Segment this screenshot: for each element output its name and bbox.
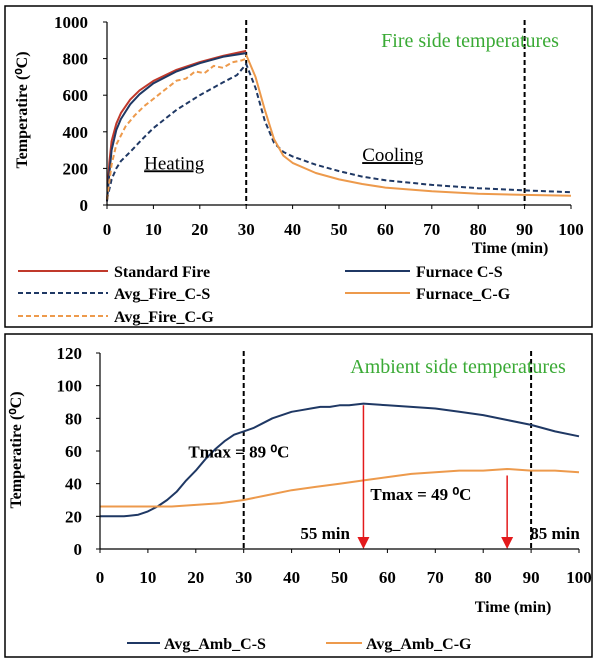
x-tick-label: 30 <box>238 220 255 239</box>
y-tick-label: 120 <box>57 344 83 363</box>
y-tick-label: 0 <box>80 196 89 215</box>
y-tick-label: 0 <box>74 540 83 559</box>
chart-title: Fire side temperatures <box>381 30 559 52</box>
series-line-avg-fire-c-s <box>106 63 572 200</box>
x-tick-label: 50 <box>331 220 348 239</box>
fire-chart-axes <box>103 21 572 209</box>
fire-chart-legend: Standard Fire Furnace C-S Avg_Fire_C-S Furn… <box>18 264 511 326</box>
annotation-text: Tmax = 89 ⁰C <box>188 443 289 462</box>
series-line-furnace-c-g <box>245 54 572 197</box>
x-tick-label: 80 <box>475 568 492 587</box>
legend-label-avg-fire-c-g: Avg_Fire_C-G <box>114 309 214 326</box>
ambient-chart-axes <box>96 352 580 553</box>
y-axis-label: Temperatire (⁰C) <box>8 391 25 508</box>
fire-chart-lines <box>106 20 572 205</box>
y-tick-label: 200 <box>63 159 89 178</box>
x-tick-label: 30 <box>235 568 252 587</box>
y-tick-label: 40 <box>65 475 82 494</box>
y-tick-label: 60 <box>65 442 82 461</box>
panel-frame-ambient <box>4 333 593 658</box>
annotation-text: Heating <box>144 153 205 174</box>
series-line-furnace-c-s <box>106 52 247 202</box>
series-line-standard-fire <box>106 49 247 202</box>
x-tick-label: 0 <box>96 568 105 587</box>
annotation-text: 85 min <box>530 524 580 543</box>
x-tick-label: 100 <box>566 568 592 587</box>
legend-label-avg-fire-c-s: Avg_Fire_C-S <box>114 286 210 303</box>
y-tick-label: 400 <box>63 123 89 142</box>
annotation-text: Tmax = 49 ⁰C <box>370 485 471 504</box>
ambient-chart-legend: Avg_Amb_C-S Avg_Amb_C-G <box>127 636 472 653</box>
annotation-arrowhead <box>501 537 514 549</box>
annotation-arrowhead <box>357 537 370 549</box>
series-line-avg-fire-c-g <box>106 57 247 200</box>
x-tick-label: 20 <box>187 568 204 587</box>
y-tick-label: 600 <box>63 86 89 105</box>
y-tick-label: 20 <box>65 507 82 526</box>
x-tick-label: 20 <box>191 220 208 239</box>
y-tick-label: 80 <box>65 409 82 428</box>
x-tick-label: 100 <box>558 220 584 239</box>
annotation-text: 55 min <box>300 524 350 543</box>
x-axis-label: Time (min) <box>472 240 549 257</box>
series-line-avg-amb-c-g <box>100 468 580 508</box>
x-tick-label: 60 <box>377 220 394 239</box>
x-tick-label: 90 <box>516 220 533 239</box>
y-tick-label: 800 <box>63 50 89 69</box>
x-axis-label: Time (min) <box>475 599 552 616</box>
legend-label-avg-amb-c-s: Avg_Amb_C-S <box>164 636 266 653</box>
x-tick-label: 90 <box>523 568 540 587</box>
y-tick-label: 1000 <box>54 13 88 32</box>
x-tick-label: 40 <box>283 568 300 587</box>
chart-title: Ambient side temperatures <box>350 356 566 378</box>
x-tick-label: 0 <box>103 220 112 239</box>
x-tick-label: 70 <box>423 220 440 239</box>
y-tick-label: 100 <box>57 377 83 396</box>
x-tick-label: 70 <box>427 568 444 587</box>
x-tick-label: 60 <box>379 568 396 587</box>
x-tick-label: 50 <box>331 568 348 587</box>
x-tick-label: 40 <box>284 220 301 239</box>
panel-frame-fire <box>4 5 593 328</box>
annotation-text: Cooling <box>362 145 424 166</box>
x-tick-label: 10 <box>139 568 156 587</box>
y-axis-label: Temperatire (⁰C) <box>14 51 31 168</box>
x-tick-label: 10 <box>145 220 162 239</box>
legend-label-furnace-c-s: Furnace C-S <box>416 264 503 281</box>
legend-label-furnace-c-g: Furnace_C-G <box>416 286 511 303</box>
x-tick-label: 80 <box>470 220 487 239</box>
series-line-avg-amb-c-s <box>100 402 580 518</box>
fire-chart-text: 0 200 400 600 800 1000 0 10 20 30 40 50 60 70 80 90 100 F… <box>14 13 584 257</box>
legend-label-avg-amb-c-g: Avg_Amb_C-G <box>366 636 472 653</box>
ambient-chart-text: 0 20 40 60 80 100 120 0 10 20 30 40 50 60 70 80 90 100 Amb… <box>8 344 592 616</box>
ambient-chart-lines <box>100 351 580 549</box>
legend-label-standard-fire: Standard Fire <box>114 264 210 281</box>
